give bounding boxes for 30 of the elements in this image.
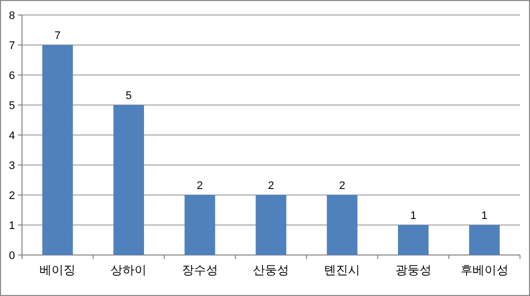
data-label: 1 — [410, 210, 416, 222]
y-tick-label: 7 — [8, 40, 15, 52]
bar — [256, 195, 286, 255]
bar — [469, 225, 500, 255]
data-label: 7 — [54, 30, 61, 42]
x-tick-label: 후베이성 — [460, 263, 508, 277]
data-label: 2 — [339, 180, 346, 192]
x-tick-label: 톈진시 — [324, 263, 360, 277]
x-tick-label: 장수성 — [182, 263, 218, 277]
x-tick-label: 상하이 — [110, 263, 147, 277]
y-tick-label: 4 — [8, 130, 15, 142]
y-tick-label: 1 — [8, 220, 15, 232]
bar — [42, 45, 73, 255]
bar — [184, 195, 216, 255]
data-label: 2 — [196, 180, 203, 192]
y-tick-label: 3 — [8, 160, 15, 172]
x-tick-label: 베이징 — [40, 263, 76, 277]
bar — [113, 105, 144, 255]
y-tick-label: 0 — [8, 250, 15, 262]
x-tick-label: 광둥성 — [395, 263, 432, 277]
x-tick-label: 산둥성 — [253, 263, 289, 277]
bar — [326, 195, 358, 255]
data-label: 1 — [481, 210, 488, 222]
y-tick-label: 2 — [8, 190, 15, 202]
y-tick-label: 6 — [8, 70, 15, 82]
data-label: 5 — [126, 90, 132, 102]
y-tick-label: 8 — [8, 10, 15, 22]
y-tick-label: 5 — [8, 100, 15, 112]
data-label: 2 — [268, 180, 274, 192]
bar — [398, 225, 429, 255]
